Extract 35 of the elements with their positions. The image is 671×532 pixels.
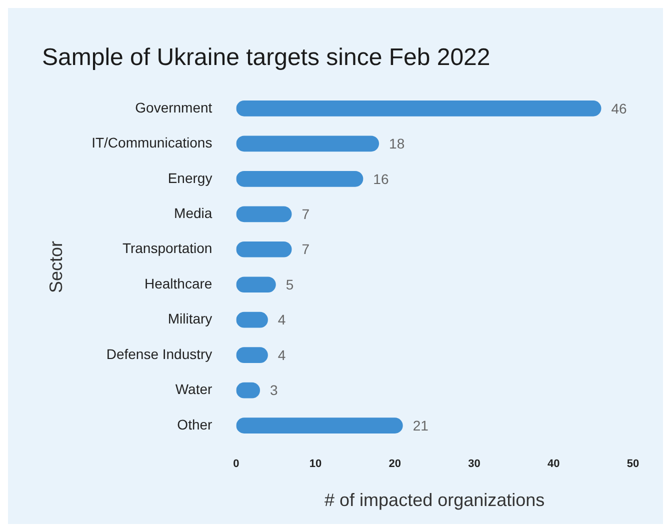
- x-axis-title: # of impacted organizations: [324, 490, 545, 510]
- y-tick-label: Energy: [168, 170, 212, 186]
- bar: [236, 206, 292, 222]
- y-tick-label: IT/Communications: [92, 134, 212, 151]
- y-tick-label: Transportation: [122, 240, 212, 256]
- y-tick-label: Defense Industry: [106, 346, 212, 362]
- data-label: 18: [389, 136, 405, 152]
- x-tick-label: 20: [388, 458, 402, 470]
- data-label: 16: [373, 170, 389, 187]
- bar: [236, 418, 403, 434]
- data-label: 7: [302, 206, 310, 222]
- x-tick-label: 0: [233, 458, 240, 470]
- y-tick-label: Other: [177, 416, 213, 432]
- y-tick-label: Media: [174, 205, 212, 221]
- bar: [236, 170, 364, 187]
- data-label: 3: [270, 382, 278, 398]
- y-tick-label: Water: [175, 381, 213, 398]
- data-label: 21: [412, 417, 429, 434]
- x-tick-label: 50: [626, 458, 640, 470]
- data-label: 5: [286, 276, 294, 292]
- y-axis-title: Sector: [46, 240, 66, 294]
- bar: [236, 241, 292, 258]
- bar: [236, 136, 380, 152]
- x-tick-label: 40: [548, 458, 560, 470]
- y-tick-label: Government: [135, 99, 212, 116]
- y-tick-label: Healthcare: [144, 275, 212, 292]
- x-tick-label: 30: [468, 458, 480, 470]
- data-label: 7: [302, 241, 310, 258]
- data-label: 4: [278, 312, 286, 328]
- data-label: 4: [278, 346, 286, 363]
- x-tick-label: 10: [309, 458, 322, 470]
- chart-title: Sample of Ukraine targets since Feb 2022: [42, 44, 490, 72]
- bar: [236, 100, 602, 116]
- data-label: 46: [611, 100, 628, 116]
- y-tick-label: Military: [168, 310, 212, 327]
